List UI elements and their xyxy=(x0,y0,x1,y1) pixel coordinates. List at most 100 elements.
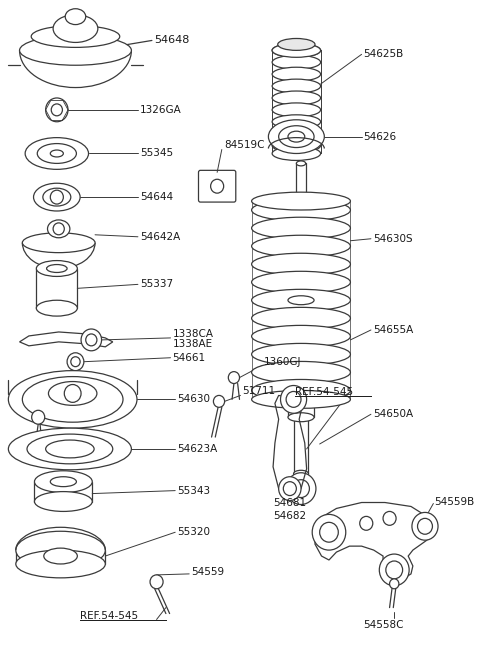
Ellipse shape xyxy=(252,326,350,347)
Circle shape xyxy=(150,575,163,589)
Text: 54655A: 54655A xyxy=(373,325,413,335)
Ellipse shape xyxy=(252,253,350,275)
Text: 54558C: 54558C xyxy=(363,620,403,631)
Circle shape xyxy=(46,98,68,122)
Circle shape xyxy=(279,477,301,500)
Circle shape xyxy=(86,334,97,346)
Ellipse shape xyxy=(296,161,306,166)
Ellipse shape xyxy=(272,91,321,105)
Ellipse shape xyxy=(44,548,77,564)
Text: 51711: 51711 xyxy=(242,386,276,396)
Text: 55345: 55345 xyxy=(140,149,173,159)
Ellipse shape xyxy=(36,300,77,316)
Ellipse shape xyxy=(48,220,70,238)
Ellipse shape xyxy=(16,550,105,578)
Text: 54623A: 54623A xyxy=(177,444,217,454)
Ellipse shape xyxy=(36,261,77,276)
Circle shape xyxy=(53,223,64,234)
Ellipse shape xyxy=(294,470,309,477)
Ellipse shape xyxy=(46,440,94,458)
Circle shape xyxy=(418,518,432,534)
Text: 55343: 55343 xyxy=(177,485,210,496)
Circle shape xyxy=(228,371,240,384)
Circle shape xyxy=(51,104,62,116)
Ellipse shape xyxy=(252,199,350,221)
Text: 54650A: 54650A xyxy=(373,409,413,419)
Ellipse shape xyxy=(252,271,350,293)
Ellipse shape xyxy=(278,39,315,50)
Circle shape xyxy=(286,392,301,407)
Ellipse shape xyxy=(8,371,137,428)
Text: 1338AE: 1338AE xyxy=(172,339,213,349)
Text: 54644: 54644 xyxy=(140,192,173,202)
Circle shape xyxy=(67,353,84,371)
Text: 54630S: 54630S xyxy=(373,234,412,244)
Ellipse shape xyxy=(272,147,321,160)
Ellipse shape xyxy=(53,14,98,43)
Ellipse shape xyxy=(23,233,95,253)
Ellipse shape xyxy=(288,131,305,142)
Circle shape xyxy=(386,561,403,579)
Text: 1360GJ: 1360GJ xyxy=(264,357,301,367)
Text: 55337: 55337 xyxy=(140,280,173,290)
Text: 54625B: 54625B xyxy=(363,49,404,60)
Ellipse shape xyxy=(272,139,321,153)
Ellipse shape xyxy=(252,217,350,239)
Ellipse shape xyxy=(35,492,92,512)
Ellipse shape xyxy=(8,428,132,470)
Ellipse shape xyxy=(272,67,321,81)
Ellipse shape xyxy=(31,26,120,47)
Ellipse shape xyxy=(272,43,321,57)
Ellipse shape xyxy=(43,188,71,206)
Ellipse shape xyxy=(279,126,314,147)
Ellipse shape xyxy=(252,379,350,402)
Text: REF.54-545: REF.54-545 xyxy=(295,388,354,398)
Text: 1326GA: 1326GA xyxy=(140,105,181,115)
Circle shape xyxy=(280,386,307,413)
Ellipse shape xyxy=(48,382,97,405)
Text: 54559B: 54559B xyxy=(434,496,475,506)
Ellipse shape xyxy=(25,138,88,170)
Ellipse shape xyxy=(252,362,350,383)
Circle shape xyxy=(32,410,45,424)
Text: 54642A: 54642A xyxy=(140,232,180,242)
Text: 1338CA: 1338CA xyxy=(172,329,214,339)
Ellipse shape xyxy=(272,103,321,117)
Circle shape xyxy=(312,514,346,550)
Ellipse shape xyxy=(252,192,350,210)
Circle shape xyxy=(283,481,296,496)
Circle shape xyxy=(412,512,438,540)
Text: 54681: 54681 xyxy=(273,498,306,508)
Ellipse shape xyxy=(35,471,92,493)
Ellipse shape xyxy=(37,143,76,163)
Ellipse shape xyxy=(16,531,105,569)
Circle shape xyxy=(81,329,102,351)
Circle shape xyxy=(64,384,81,402)
Circle shape xyxy=(379,554,409,586)
Circle shape xyxy=(50,190,63,204)
Ellipse shape xyxy=(272,43,321,57)
Text: 84519C: 84519C xyxy=(225,140,265,149)
Text: REF.54-545: REF.54-545 xyxy=(80,610,138,620)
Circle shape xyxy=(211,179,224,193)
Text: 54661: 54661 xyxy=(172,353,205,363)
Ellipse shape xyxy=(20,35,132,66)
Circle shape xyxy=(383,512,396,525)
Text: 54648: 54648 xyxy=(154,35,189,45)
Ellipse shape xyxy=(27,434,113,464)
Circle shape xyxy=(286,473,316,504)
Circle shape xyxy=(214,396,225,407)
Text: 54559: 54559 xyxy=(191,567,224,577)
Ellipse shape xyxy=(252,390,350,408)
Ellipse shape xyxy=(23,377,123,422)
Circle shape xyxy=(360,516,373,531)
Text: 54626: 54626 xyxy=(363,132,396,141)
Ellipse shape xyxy=(252,343,350,365)
Circle shape xyxy=(71,357,80,367)
Circle shape xyxy=(293,479,310,498)
Text: 54630: 54630 xyxy=(177,394,210,404)
Ellipse shape xyxy=(272,126,321,141)
Ellipse shape xyxy=(34,183,80,211)
Ellipse shape xyxy=(288,296,314,305)
Ellipse shape xyxy=(252,307,350,329)
